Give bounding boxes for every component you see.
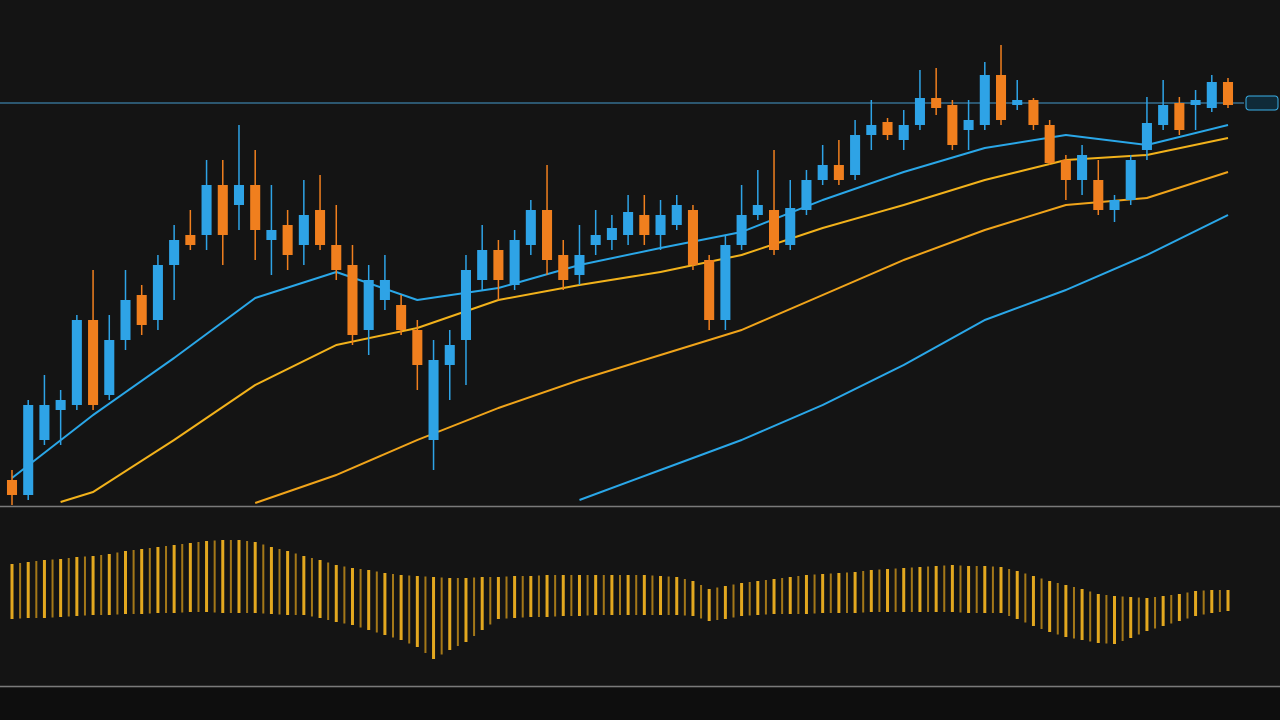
candle-body: [947, 105, 958, 145]
candle-body: [412, 330, 423, 365]
candle-body: [850, 135, 861, 175]
price-tag: [1245, 95, 1279, 111]
candle-body: [1158, 105, 1169, 125]
candle-body: [39, 405, 50, 440]
candle-body: [574, 255, 585, 275]
candle-body: [655, 215, 666, 235]
candle-body: [769, 210, 780, 250]
candle-body: [1141, 123, 1152, 150]
candle-body: [995, 75, 1007, 120]
candle-body: [428, 360, 439, 440]
moving-average-line: [254, 171, 1229, 504]
candle-body: [250, 185, 261, 230]
candle-body: [1206, 82, 1217, 108]
candle-body: [542, 210, 553, 260]
candle-body: [671, 205, 682, 225]
candle-body: [1028, 100, 1039, 125]
candle-body: [785, 208, 796, 245]
candle-body: [460, 270, 471, 340]
candle-body: [298, 215, 309, 245]
candle-body: [979, 75, 990, 125]
candle-body: [1125, 160, 1136, 200]
candle-body: [152, 265, 163, 320]
candle-body: [331, 245, 342, 270]
candle-body: [623, 212, 634, 235]
candle-body: [477, 250, 488, 280]
candle-body: [704, 260, 715, 320]
candle-body: [363, 280, 374, 330]
candle-body: [639, 215, 650, 235]
candle-body: [1093, 180, 1104, 210]
candle-body: [233, 185, 245, 205]
candle-body: [282, 225, 293, 255]
candle-body: [866, 125, 877, 135]
candle-body: [1190, 100, 1201, 105]
candle-body: [833, 165, 844, 180]
candle-body: [590, 235, 601, 245]
candle-body: [1109, 200, 1120, 210]
candle-body: [71, 320, 82, 405]
candle-body: [1012, 100, 1023, 105]
candle-body: [136, 295, 147, 325]
candle-body: [1060, 160, 1071, 180]
moving-average-line: [579, 214, 1229, 501]
candle-body: [23, 405, 34, 495]
candle-body: [752, 205, 763, 215]
candle-body: [1222, 82, 1234, 105]
candle-body: [315, 210, 326, 245]
candle-body: [266, 230, 277, 240]
candle-body: [444, 345, 455, 365]
candle-body: [801, 180, 812, 210]
candle-body: [88, 320, 99, 405]
candle-body: [493, 250, 504, 280]
candle-body: [396, 305, 407, 330]
candle-body: [914, 98, 925, 125]
candle-body: [606, 228, 617, 240]
candle-body: [687, 210, 698, 265]
candle-body: [509, 240, 520, 285]
candle-body: [55, 400, 66, 410]
candle-body: [931, 98, 942, 108]
candle-body: [120, 300, 131, 340]
candle-body: [379, 280, 390, 300]
candle-body: [217, 185, 228, 235]
candle-body: [169, 240, 180, 265]
candle-body: [1044, 125, 1055, 163]
candle-body: [185, 235, 196, 245]
candle-body: [1174, 103, 1185, 130]
candle-body: [720, 245, 731, 320]
candle-body: [817, 165, 828, 180]
candle-body: [882, 122, 893, 135]
moving-average-line: [11, 124, 1229, 479]
candle-body: [898, 125, 909, 140]
moving-average-line: [60, 137, 1229, 503]
candle-body: [1077, 155, 1088, 180]
footer-band: [0, 688, 1280, 720]
candle-body: [736, 215, 747, 245]
candle-body: [201, 185, 212, 235]
candle-body: [558, 255, 569, 280]
candle-body: [347, 265, 358, 335]
candle-body: [6, 480, 18, 495]
candle-body: [963, 120, 974, 130]
candle-body: [525, 210, 536, 245]
candle-body: [104, 340, 115, 395]
